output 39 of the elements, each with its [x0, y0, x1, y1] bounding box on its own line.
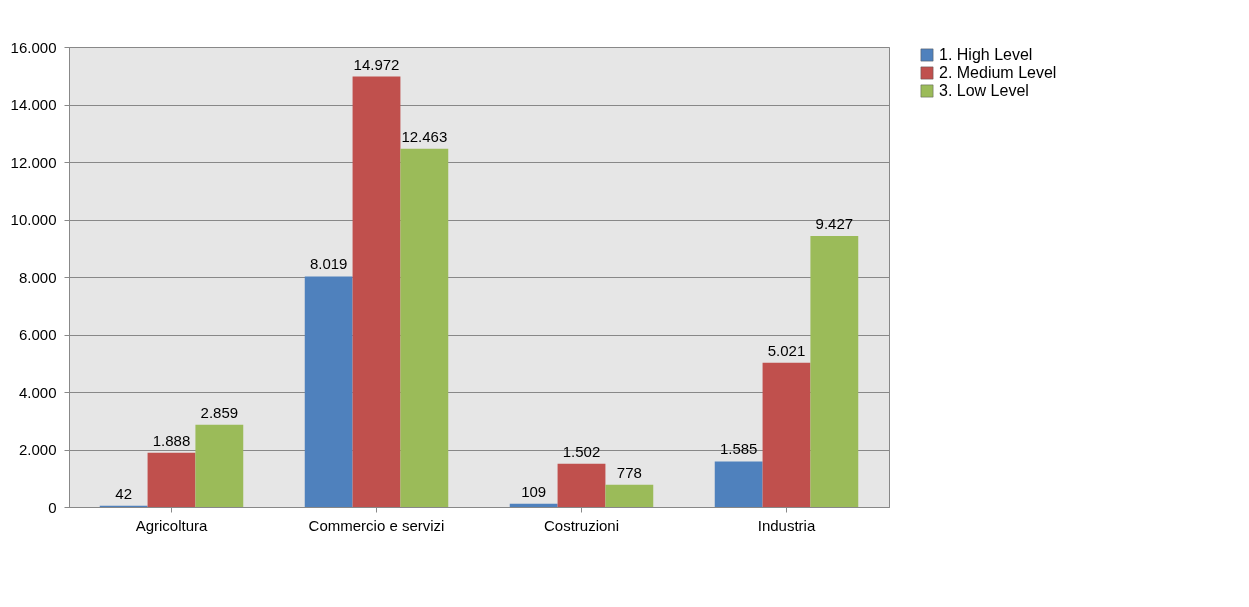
x-tick-label: Commercio e servizi [308, 516, 445, 534]
data-label: 1.585 [719, 440, 758, 458]
y-tick-label: 14.000 [10, 96, 57, 113]
y-tick-label: 10.000 [10, 211, 57, 228]
bar [195, 424, 244, 507]
data-label: 12.463 [401, 127, 448, 145]
bar [810, 235, 859, 507]
data-label: 42 [115, 484, 133, 502]
y-tick-label: 4.000 [18, 383, 57, 401]
data-label: 109 [521, 482, 547, 500]
bar [557, 463, 606, 507]
legend-label: 3. Low Level [939, 82, 1029, 99]
bar [762, 362, 811, 507]
data-label: 1.888 [152, 431, 191, 449]
y-tick-label: 6.000 [18, 326, 57, 343]
data-label: 1.502 [562, 442, 601, 460]
bar [400, 148, 449, 507]
y-tick-label: 2.000 [18, 441, 57, 458]
bar [605, 484, 654, 507]
bar [304, 276, 353, 507]
data-label: 2.859 [200, 403, 239, 421]
y-tick-label: 8.000 [18, 268, 57, 286]
data-label: 14.972 [353, 55, 400, 73]
bar [147, 452, 196, 507]
x-tick-label: Agricoltura [135, 516, 208, 534]
legend-label: 1. High Level [939, 46, 1033, 63]
data-label: 778 [616, 463, 642, 481]
data-label: 8.019 [309, 255, 348, 273]
legend-label: 2. Medium Level [939, 64, 1057, 81]
x-tick-label: Costruzioni [543, 516, 620, 534]
y-tick-label: 0 [48, 498, 57, 516]
bar [714, 461, 763, 507]
y-tick-label: 12.000 [10, 153, 57, 171]
y-tick-label: 16.000 [10, 38, 57, 56]
x-tick-label: Industria [757, 516, 816, 534]
data-label: 5.021 [767, 341, 806, 359]
data-label: 9.427 [815, 214, 854, 232]
bar [509, 503, 558, 507]
bar [352, 76, 401, 507]
